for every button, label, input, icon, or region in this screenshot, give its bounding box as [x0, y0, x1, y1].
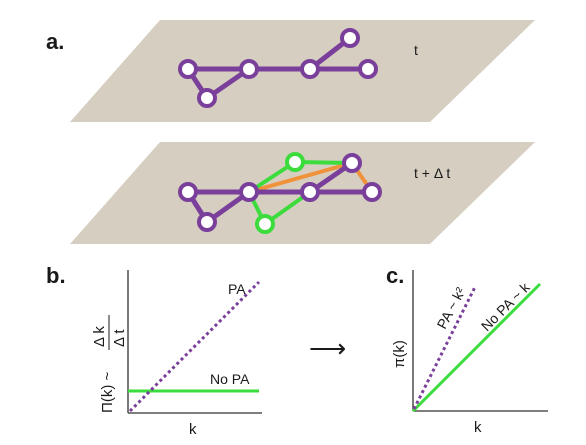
x-axis-label: k [474, 419, 482, 436]
new-node [255, 214, 275, 234]
y-axis-label: π(k) [391, 340, 408, 368]
transition-arrow: ⟶ [309, 333, 346, 363]
node [178, 59, 198, 79]
pa-label: PA ~ k² [434, 284, 469, 331]
node [197, 88, 217, 108]
node [340, 28, 360, 48]
x-axis-label: k [189, 421, 197, 438]
nopa-line [411, 282, 542, 413]
plane-t-label: t [414, 42, 418, 58]
panel-c-axes [412, 270, 548, 412]
node [239, 59, 259, 79]
node [300, 182, 320, 202]
node [178, 182, 198, 202]
new-edge-orange [248, 161, 353, 194]
nodes-t-plus-dt [178, 152, 382, 234]
panel-c-label: c. [386, 263, 404, 288]
y-label-prefix: Π(k) ~ [99, 372, 116, 413]
node [300, 59, 320, 79]
nopa-label: No PA ~ k [478, 279, 534, 335]
panel-a-label: a. [46, 29, 64, 54]
node [342, 153, 362, 173]
y-label-numerator: Δ k [91, 326, 108, 347]
node [362, 182, 382, 202]
panel-b-label: b. [46, 263, 66, 288]
new-node [285, 152, 305, 172]
nodes-t [178, 28, 378, 108]
node [239, 182, 259, 202]
plane-t-dt-label: t + Δ t [414, 165, 450, 181]
nopa-label: No PA [210, 371, 250, 387]
node [358, 59, 378, 79]
pa-label: PA [228, 281, 246, 297]
panel-b-axes [127, 270, 262, 414]
pa-line [128, 280, 261, 413]
node [197, 212, 217, 232]
y-axis-label: Π(k) ~ Δ k Δ t [91, 315, 128, 413]
pa-line [412, 286, 477, 410]
y-label-denominator: Δ t [111, 329, 128, 347]
